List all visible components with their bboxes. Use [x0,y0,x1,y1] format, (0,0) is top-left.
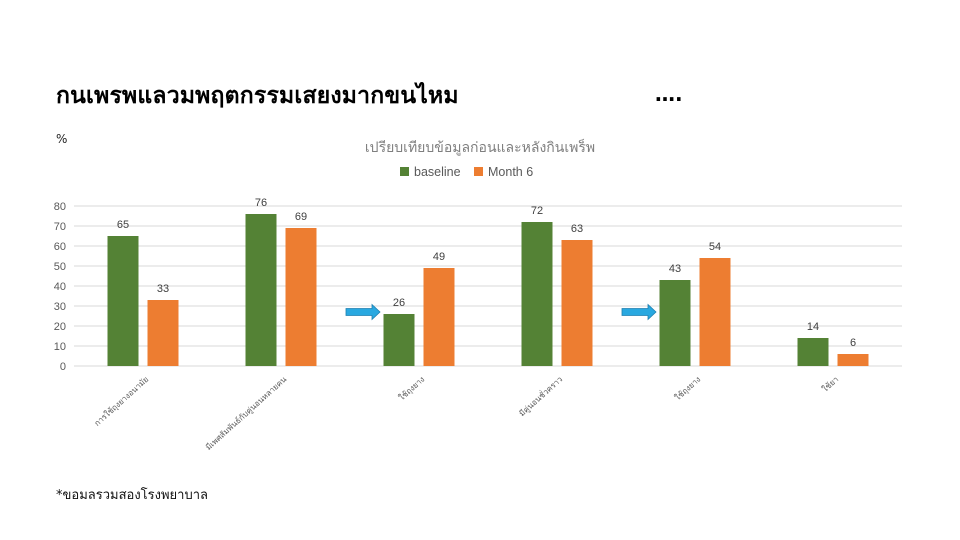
category-label: มีเพศสัมพันธ์กับคู่นอนหลายคน [203,374,289,453]
y-tick-label: 50 [54,261,66,273]
y-tick-label: 80 [54,201,66,213]
legend-label-month6: Month 6 [488,165,533,179]
y-tick-label: 40 [54,281,66,293]
y-tick-label: 10 [54,341,66,353]
y-tick-label: 0 [60,361,66,373]
category-label: ใช้ถุงยาง [673,375,702,403]
bar-baseline [245,214,277,366]
chart-title: เปรียบเทียบข้อมูลก่อนและหลังกินเพร็พ [365,138,595,156]
data-label-baseline: 76 [255,197,267,209]
title-ellipsis: …. [655,82,683,106]
data-label-baseline: 26 [393,297,405,309]
legend-swatch-baseline [400,167,409,176]
data-label-month6: 6 [850,337,856,349]
unit-label: % [56,132,68,146]
y-axis-ticks: 0 10 20 30 40 50 60 70 80 [54,201,66,373]
bar-baseline [521,222,553,366]
y-tick-label: 30 [54,301,66,313]
data-label-month6: 54 [709,241,721,253]
data-label-month6: 33 [157,283,169,295]
bars [107,214,869,366]
category-label: ใช้ยา [821,375,841,394]
data-labels: 65 33 76 69 26 49 72 63 43 54 14 6 [117,197,856,349]
bar-month6 [837,354,869,366]
data-label-baseline: 14 [807,321,819,333]
legend-swatch-month6 [474,167,483,176]
bar-baseline [107,236,139,366]
footnote: *ขอมลรวมสองโรงพยาบาล [56,488,208,503]
data-label-baseline: 65 [117,219,129,231]
y-tick-label: 60 [54,241,66,253]
category-label: ใช้ถุงยาง [397,375,426,403]
category-label: การใช้ถุงยางอนามัย [93,375,151,428]
legend-label-baseline: baseline [414,165,461,179]
category-labels: การใช้ถุงยางอนามัย มีเพศสัมพันธ์กับคู่นอน… [93,373,841,452]
legend: baseline Month 6 [400,165,533,179]
bar-month6 [285,228,317,366]
bar-baseline [797,338,829,366]
bar-baseline [383,314,415,366]
data-label-baseline: 72 [531,205,543,217]
slide-title: กนเพรพแลวมพฤตกรรมเสยงมากขนไหม [56,83,459,109]
comparison-arrow [345,303,381,321]
gridlines [74,205,902,367]
data-label-month6: 49 [433,251,445,263]
y-tick-label: 20 [54,321,66,333]
bar-month6 [561,240,593,366]
data-label-baseline: 43 [669,263,681,275]
arrows [345,303,657,321]
data-label-month6: 69 [295,211,307,223]
bar-month6 [699,258,731,366]
y-tick-label: 70 [54,221,66,233]
category-label: มีคู่นอนชั่วคราว [516,373,565,419]
bar-month6 [423,268,455,366]
comparison-arrow [621,303,657,321]
data-label-month6: 63 [571,223,583,235]
bar-month6 [147,300,179,366]
bar-baseline [659,280,691,366]
